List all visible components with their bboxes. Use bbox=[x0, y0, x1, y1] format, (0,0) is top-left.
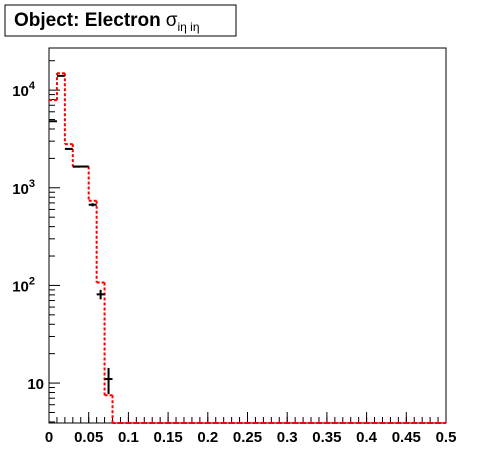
y-tick-label: 102 bbox=[12, 275, 35, 295]
x-tick-label: 0.3 bbox=[277, 429, 298, 446]
y-tick-power: 2 bbox=[29, 275, 35, 287]
x-tick-label: 0.35 bbox=[312, 429, 341, 446]
x-tick-label: 0.2 bbox=[197, 429, 218, 446]
y-tick-base: 10 bbox=[12, 278, 29, 295]
data-point bbox=[64, 147, 73, 150]
y-tick-label: 104 bbox=[12, 80, 36, 100]
x-tick-label: 0.4 bbox=[356, 429, 378, 446]
y-tick-power: 4 bbox=[29, 80, 36, 92]
title-subscript: iη iη bbox=[177, 20, 199, 34]
x-tick-label: 0.5 bbox=[436, 429, 457, 446]
data-point bbox=[72, 165, 81, 168]
data-point bbox=[96, 289, 105, 300]
x-tick-label: 0.15 bbox=[153, 429, 182, 446]
y-tick-label: 103 bbox=[12, 178, 35, 198]
data-point bbox=[80, 165, 89, 168]
y-tick-base: 10 bbox=[12, 83, 29, 100]
data-point bbox=[88, 203, 97, 207]
y-tick-power: 3 bbox=[29, 178, 35, 190]
x-tick-label: 0.25 bbox=[233, 429, 262, 446]
data-point bbox=[104, 367, 113, 395]
title-text: Object: Electron bbox=[14, 10, 161, 31]
y-tick-base: 10 bbox=[12, 181, 29, 198]
title-box bbox=[4, 4, 237, 37]
y-tick-label: 10 bbox=[27, 376, 44, 393]
chart-title: Object: Electron σiη iη bbox=[14, 10, 200, 34]
x-tick-label: 0.45 bbox=[392, 429, 421, 446]
title-symbol: σ bbox=[166, 10, 178, 31]
data-point bbox=[56, 74, 65, 77]
x-tick-label: 0.05 bbox=[74, 429, 103, 446]
x-tick-label: 0.1 bbox=[118, 429, 139, 446]
data-point bbox=[49, 120, 57, 123]
x-tick-label: 0 bbox=[45, 429, 53, 446]
